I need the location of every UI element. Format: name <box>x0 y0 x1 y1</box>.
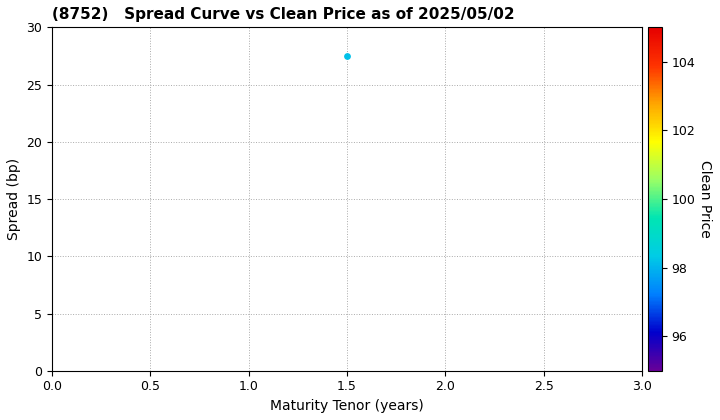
X-axis label: Maturity Tenor (years): Maturity Tenor (years) <box>270 399 424 413</box>
Text: (8752)   Spread Curve vs Clean Price as of 2025/05/02: (8752) Spread Curve vs Clean Price as of… <box>52 7 515 22</box>
Y-axis label: Spread (bp): Spread (bp) <box>7 158 21 240</box>
Point <box>341 52 353 59</box>
Y-axis label: Clean Price: Clean Price <box>698 160 712 238</box>
